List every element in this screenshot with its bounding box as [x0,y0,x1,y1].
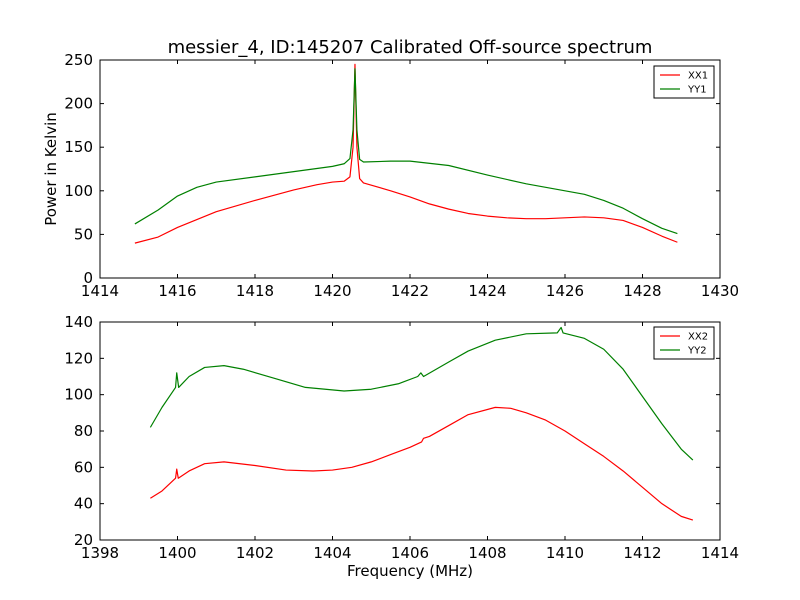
y-tick-label: 200 [64,95,93,113]
y-tick-label: 140 [64,313,93,331]
x-tick-label: 1426 [546,282,584,300]
legend-label-yy2: YY2 [687,346,707,357]
legend-label-xx2: XX2 [688,332,708,343]
top-spectrum-panel: 1414 1416 1418 1420 1422 1424 1426 1428 1430 0 50 1… [64,51,739,300]
series-line-xx2 [150,406,694,521]
y-tick-label: 100 [64,386,93,404]
x-tick-label: 1422 [391,282,429,300]
series-line-yy1 [134,68,678,235]
x-tick-label: 1400 [158,544,196,562]
x-tick-label: 1408 [468,544,506,562]
x-tick-label: 1414 [81,282,119,300]
x-tick-label: 1424 [468,282,506,300]
bottom-spectrum-panel: 1398 1400 1402 1404 1406 1408 1410 1412 1414 20 40… [64,313,739,562]
series-line-yy2 [149,326,694,461]
x-tick-label: 1420 [313,282,351,300]
y-tick-label: 60 [74,458,93,476]
x-tick-label: 1402 [236,544,274,562]
y-tick-label: 120 [64,349,93,367]
y-tick-label: 20 [74,531,93,549]
y-tick-label: 40 [74,495,93,513]
x-tick-label: 1416 [158,282,196,300]
legend-box [653,326,715,360]
x-tick-label: 1404 [313,544,351,562]
y-tick-label: 150 [64,138,93,156]
x-axis-label-bottom: Frequency (MHz) [347,562,473,580]
y-tick-label: 80 [74,422,93,440]
x-tick-label: 1418 [236,282,274,300]
y-tick-label: 0 [83,269,93,287]
x-tick-label: 1398 [81,544,119,562]
x-tick-label: 1428 [623,282,661,300]
chart-title: messier_4, ID:145207 Calibrated Off-sour… [168,37,653,58]
y-axis-label-top: Power in Kelvin [42,112,60,226]
x-tick-label: 1430 [701,282,739,300]
y-tick-label: 50 [74,225,93,243]
x-tick-label: 1406 [391,544,429,562]
series-line-xx1 [134,63,678,244]
legend-label-yy1: YY1 [687,85,707,96]
x-tick-label: 1414 [701,544,739,562]
legend-label-xx1: XX1 [688,71,708,82]
y-tick-label: 250 [64,51,93,69]
legend-box [653,65,715,99]
x-tick-label: 1410 [546,544,584,562]
y-tick-label: 100 [64,182,93,200]
x-tick-label: 1412 [623,544,661,562]
